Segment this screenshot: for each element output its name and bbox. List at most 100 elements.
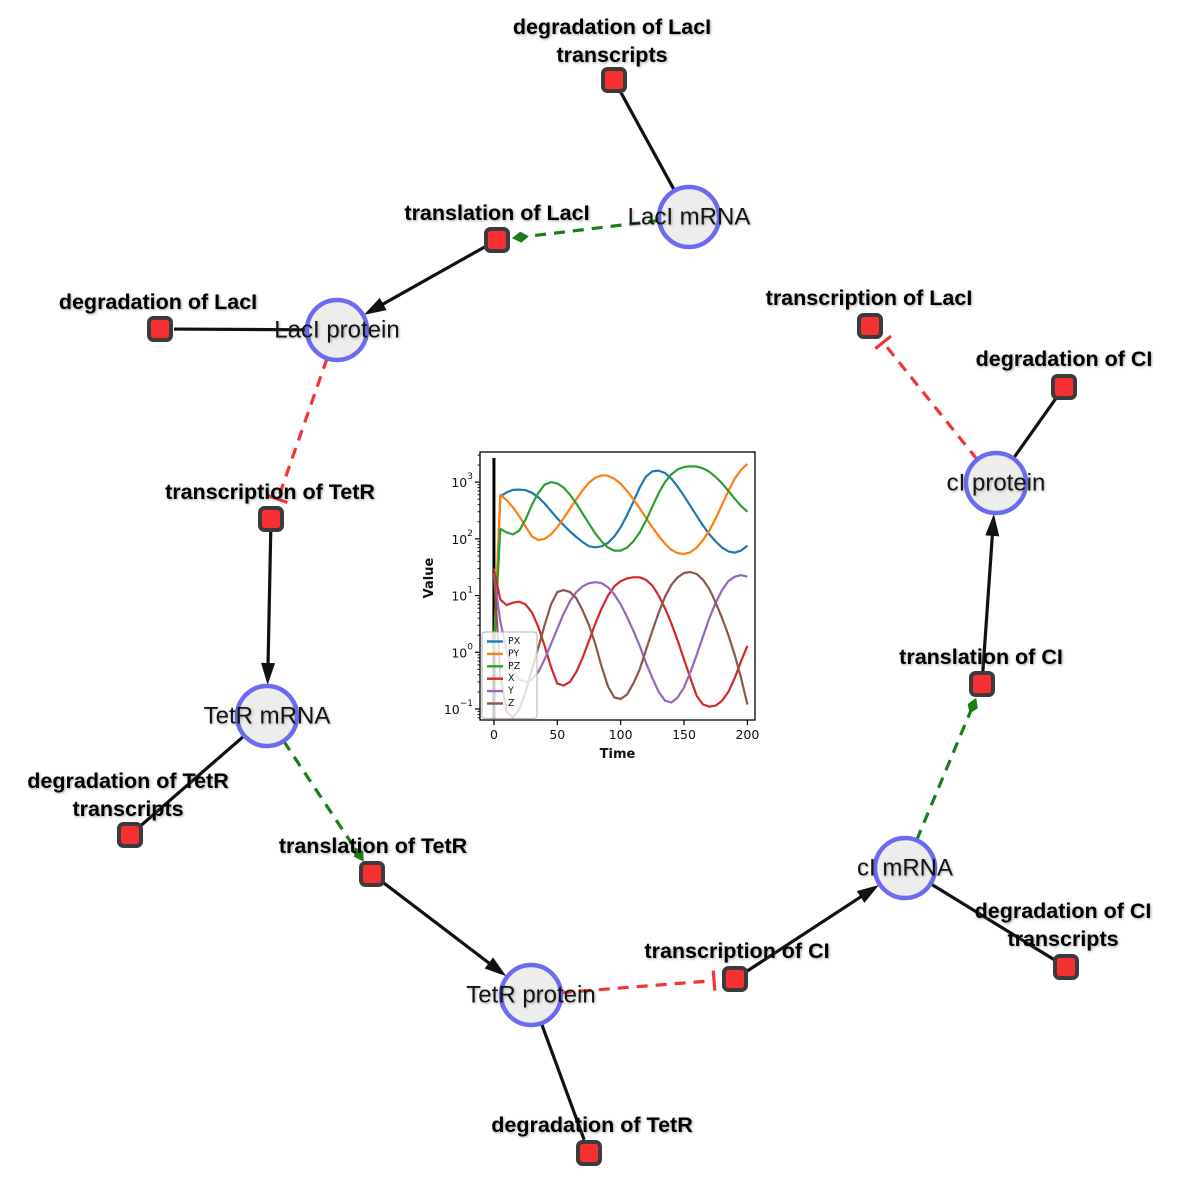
edge-production-transcr_tetr-tetr_mrna xyxy=(266,531,273,667)
modifier-arrowhead-icon xyxy=(967,697,978,714)
modifier-arrowhead-icon xyxy=(511,231,529,243)
edge-consumption-tetr_protein-deg_tetr xyxy=(539,1022,586,1141)
reaction-label-transcr_laci: transcription of LacI xyxy=(766,286,973,310)
reaction-label-line: degradation of LacI xyxy=(513,15,711,39)
reaction-node-deg_tetr[interactable] xyxy=(576,1140,602,1166)
edge-inhibition-tetr_protein-transcr_ci xyxy=(560,979,711,995)
edge-inhibition-ci_protein-transcr_laci xyxy=(884,344,979,461)
arrowhead-icon xyxy=(484,957,507,977)
reaction-label-transl_ci: translation of CI xyxy=(899,645,1063,669)
arrowhead-icon xyxy=(261,662,276,686)
species-node-ci_protein[interactable] xyxy=(963,450,1029,516)
reaction-label-line: translation of LacI xyxy=(404,201,589,225)
reaction-label-line: degradation of CI xyxy=(976,347,1153,371)
legend-label-PY: PY xyxy=(508,648,520,659)
reaction-label-line: transcripts xyxy=(556,43,667,67)
y-tick-label: 10−1 xyxy=(444,699,473,717)
species-label-laci_mrna: LacI mRNA xyxy=(628,204,751,231)
species-node-laci_mrna[interactable] xyxy=(656,184,722,250)
reaction-label-line: transcripts xyxy=(72,797,183,821)
reaction-label-line: translation of CI xyxy=(899,645,1063,669)
edge-inhibition-laci_protein-transcr_tetr xyxy=(277,357,329,496)
reaction-label-line: transcription of CI xyxy=(644,939,829,963)
edge-consumption-ci_protein-deg_ci xyxy=(1012,397,1058,460)
x-axis-title: Time xyxy=(600,747,636,762)
chart-series-X xyxy=(492,568,749,708)
reaction-label-deg_laci_tr: degradation of LacI transcripts xyxy=(513,15,711,67)
x-tick-label: 150 xyxy=(672,727,696,742)
reaction-node-deg_laci_tr[interactable] xyxy=(601,67,627,93)
species-node-tetr_mrna[interactable] xyxy=(234,683,300,749)
legend-label-Y: Y xyxy=(507,686,514,697)
edge-production-transcr_ci-ci_mrna xyxy=(745,893,865,974)
nodes-layer xyxy=(117,67,1079,1166)
reaction-label-deg_tetr: degradation of TetR xyxy=(491,1113,693,1137)
simulation-plot: 0 50 100 150 20010−1100101102103TimeValuePXP… xyxy=(422,430,790,803)
edge-production-transl_ci-ci_protein xyxy=(981,532,995,672)
labels-layer: LacI mRNA LacI protein cI protein TetR mRNA… xyxy=(27,15,1152,1137)
reaction-label-deg_laci: degradation of LacI xyxy=(59,290,257,314)
legend-label-Z: Z xyxy=(508,698,515,709)
x-tick-label: 0 xyxy=(490,727,498,742)
inhibition-bar-icon xyxy=(711,970,717,991)
reaction-node-transl_ci[interactable] xyxy=(969,671,995,697)
reaction-label-transl_laci: translation of LacI xyxy=(404,201,589,225)
reaction-node-transcr_tetr[interactable] xyxy=(258,506,284,532)
reaction-label-line: transcription of LacI xyxy=(766,286,973,310)
reaction-node-transl_tetr[interactable] xyxy=(359,861,385,887)
edges-layer xyxy=(139,91,1058,1141)
arrowhead-icon xyxy=(856,884,880,903)
chart-axes-box xyxy=(479,451,756,721)
species-label-ci_protein: cI protein xyxy=(947,470,1046,497)
chart-series-PZ xyxy=(492,465,749,653)
species-label-laci_protein: LacI protein xyxy=(274,317,399,344)
reaction-label-line: degradation of TetR xyxy=(491,1113,693,1137)
edge-consumption-tetr_mrna-deg_tetr_tr xyxy=(139,734,246,828)
reaction-node-deg_ci_tr[interactable] xyxy=(1053,954,1079,980)
reaction-node-deg_ci[interactable] xyxy=(1051,374,1077,400)
reaction-label-line: transcription of TetR xyxy=(165,480,375,504)
edge-production-transl_tetr-tetr_protein xyxy=(381,880,493,966)
y-axis-title: Value xyxy=(422,557,437,598)
legend-label-X: X xyxy=(508,673,515,684)
reaction-label-transcr_ci: transcription of CI xyxy=(644,939,829,963)
edge-production-transl_laci-laci_protein xyxy=(379,244,487,307)
y-tick-label: 101 xyxy=(451,586,473,604)
reaction-node-transcr_ci[interactable] xyxy=(722,966,748,992)
species-label-tetr_mrna: TetR mRNA xyxy=(204,703,331,730)
inhibition-bar-icon xyxy=(267,494,288,504)
species-label-ci_mrna: cI mRNA xyxy=(857,855,953,882)
edge-translation-ci_mrna-transl_ci xyxy=(915,708,974,841)
inhibition-bar-icon xyxy=(874,334,892,350)
reaction-label-line: degradation of TetR xyxy=(27,769,229,793)
reaction-label-line: translation of TetR xyxy=(279,834,468,858)
species-node-laci_protein[interactable] xyxy=(304,297,370,363)
x-tick-label: 200 xyxy=(735,727,759,742)
legend-label-PZ: PZ xyxy=(508,661,521,672)
species-label-tetr_protein: TetR protein xyxy=(466,982,595,1009)
reaction-label-deg_ci: degradation of CI xyxy=(976,347,1153,371)
edge-consumption-laci_protein-deg_laci xyxy=(173,327,308,332)
chart-series-PY xyxy=(492,463,749,653)
species-node-tetr_protein[interactable] xyxy=(498,962,564,1028)
reaction-node-transl_laci[interactable] xyxy=(484,227,510,253)
edge-translation-laci_mrna-transl_laci xyxy=(523,218,660,239)
x-tick-label: 100 xyxy=(609,727,633,742)
reaction-node-deg_laci[interactable] xyxy=(147,316,173,342)
reaction-label-transl_tetr: translation of TetR xyxy=(279,834,468,858)
legend-label-PX: PX xyxy=(508,636,521,647)
reaction-label-deg_ci_tr: degradation of CI transcripts xyxy=(975,899,1152,951)
arrowhead-icon xyxy=(364,297,387,315)
y-tick-label: 100 xyxy=(451,642,473,660)
reaction-node-transcr_laci[interactable] xyxy=(857,313,883,339)
y-tick-label: 103 xyxy=(451,472,473,490)
reaction-label-line: degradation of CI xyxy=(975,899,1152,923)
reaction-label-transcr_tetr: transcription of TetR xyxy=(165,480,375,504)
species-node-ci_mrna[interactable] xyxy=(872,835,938,901)
reaction-node-deg_tetr_tr[interactable] xyxy=(117,822,143,848)
modifier-arrowhead-icon xyxy=(354,847,364,862)
x-tick-label: 50 xyxy=(549,727,565,742)
